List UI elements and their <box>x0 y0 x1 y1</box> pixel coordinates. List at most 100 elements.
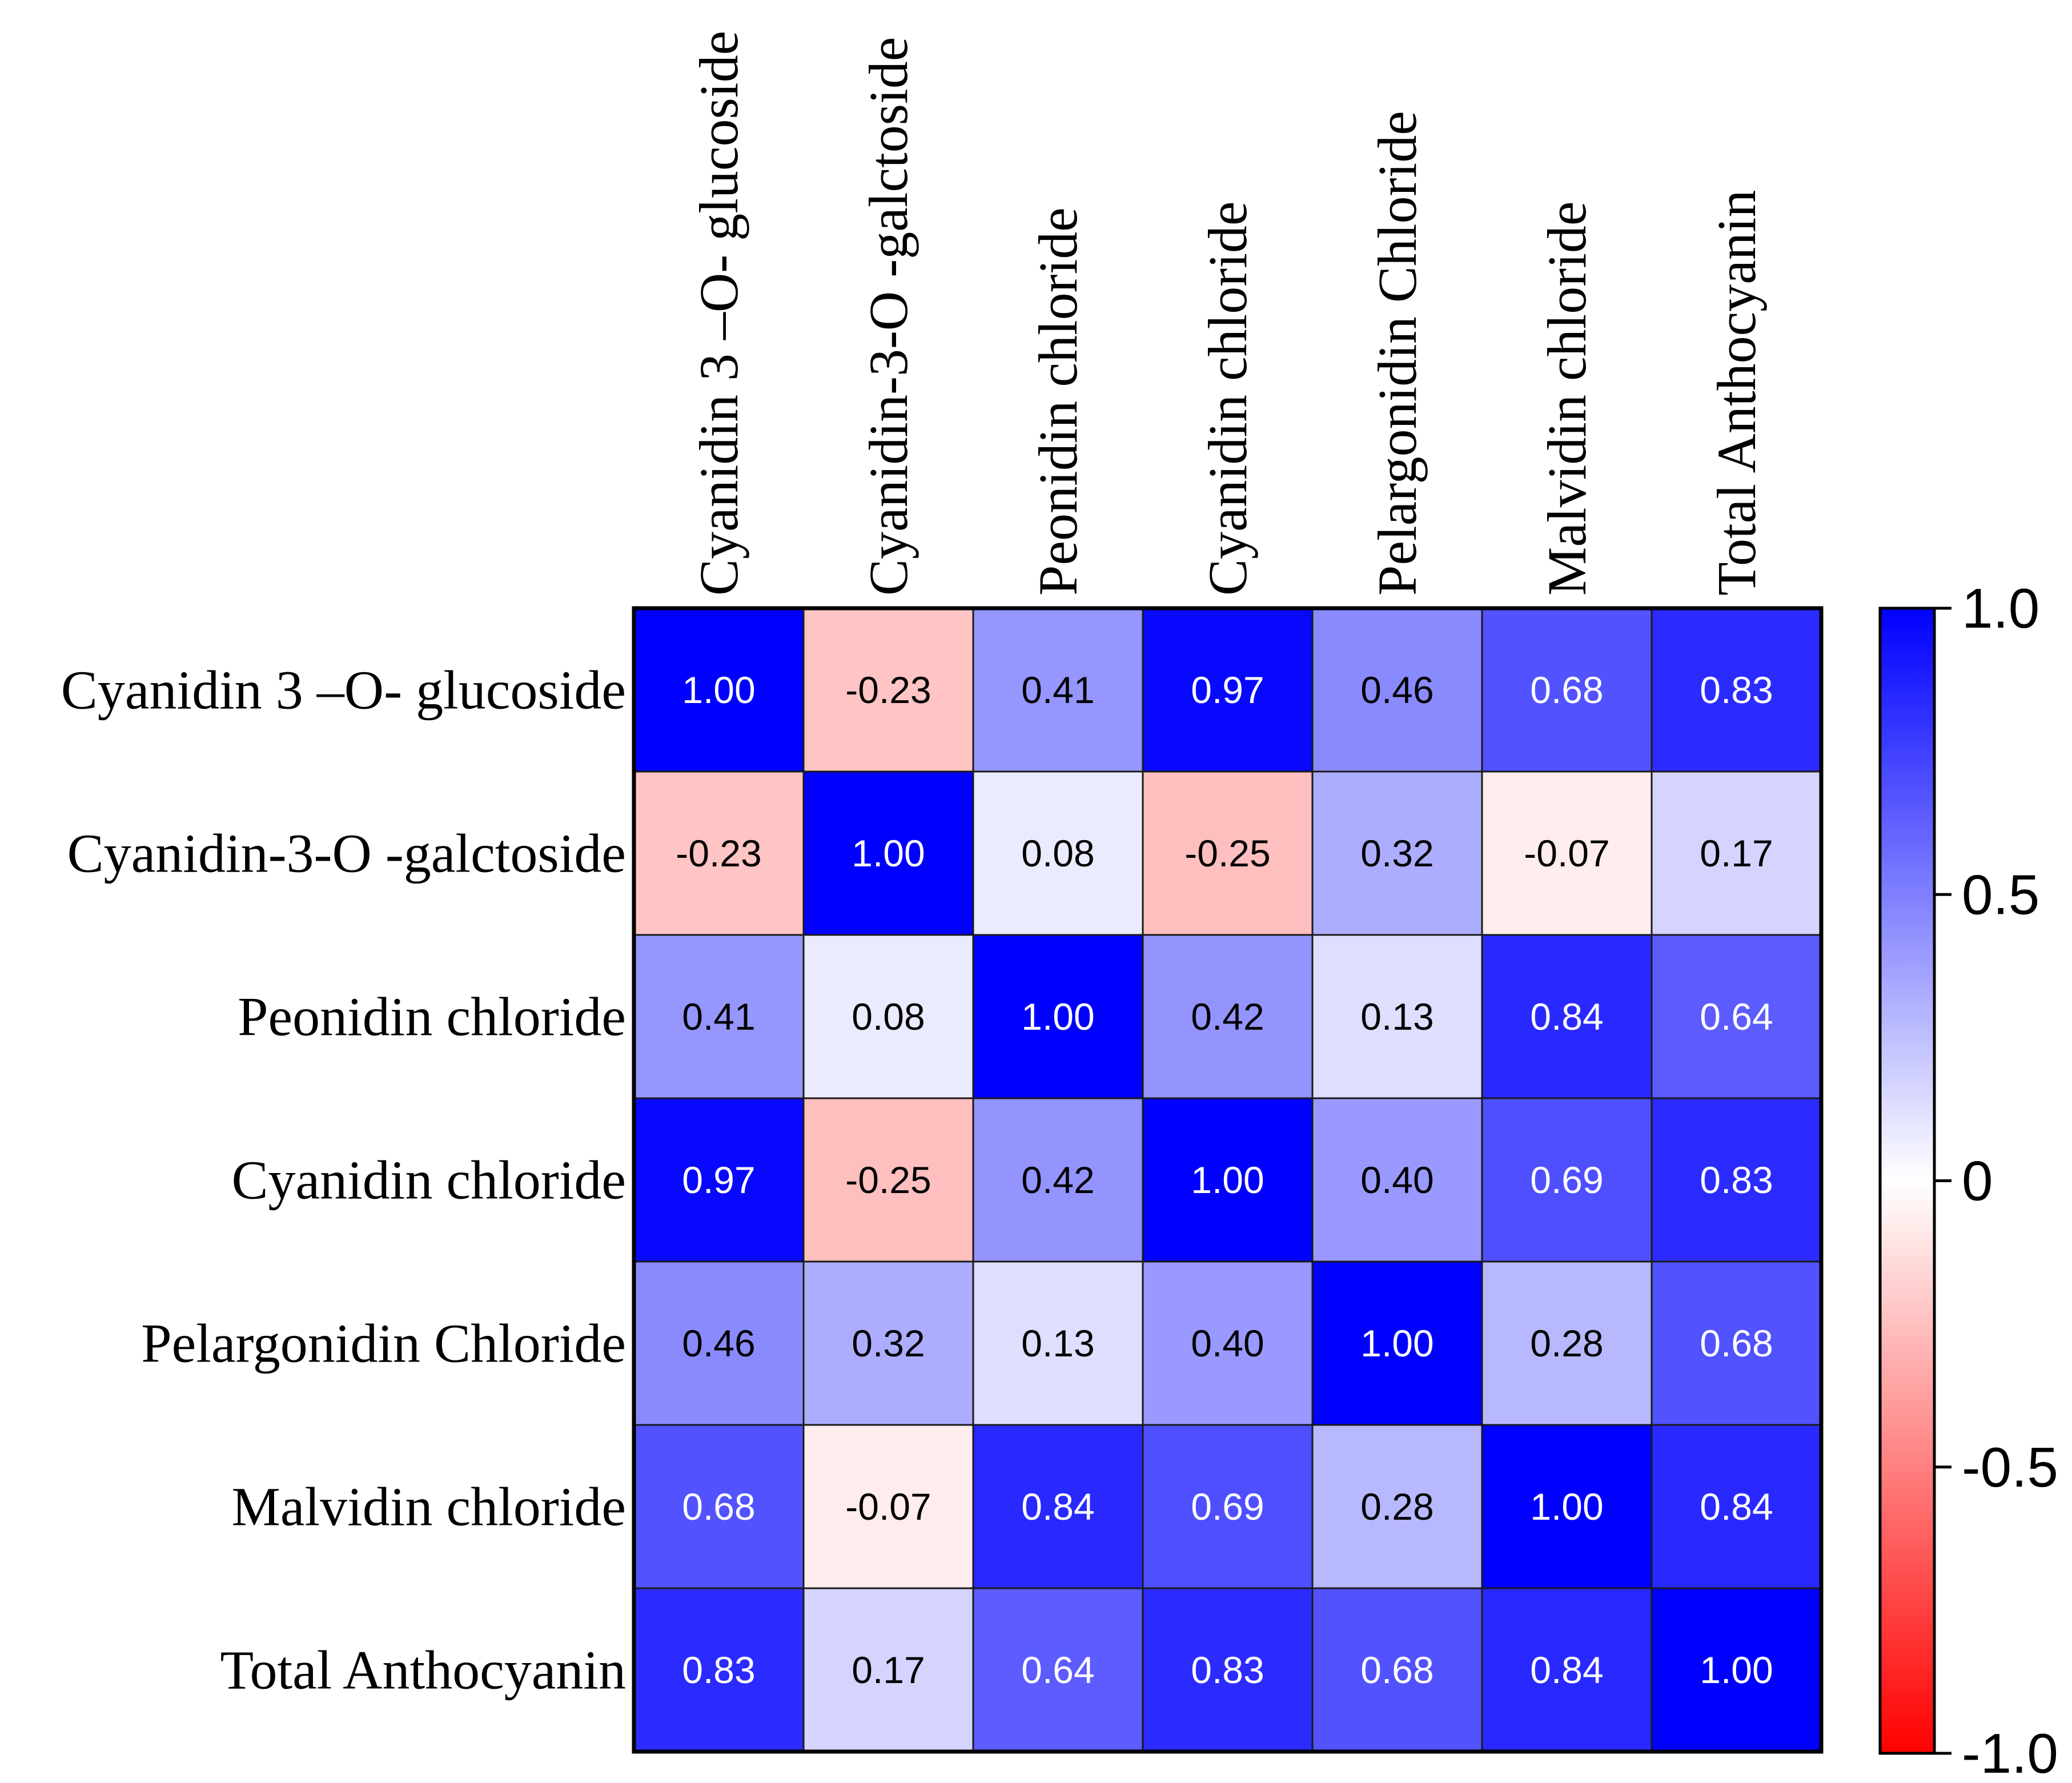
heatmap-cell-r6-c2 <box>802 1424 974 1589</box>
cell-value-r4-c4: 1.00 <box>1191 1159 1264 1201</box>
cell-value-r7-c2: 0.17 <box>852 1649 925 1691</box>
cell-value-r7-c4: 0.83 <box>1191 1649 1264 1691</box>
heatmap-cell-r3-c3 <box>972 934 1144 1099</box>
heatmap-cell-r4-c1 <box>633 1097 805 1263</box>
cell-value-r2-c6: -0.07 <box>1524 832 1609 874</box>
row-label-peonidin-chloride: Peonidin chloride <box>238 986 626 1047</box>
heatmap-cell-r2-c6 <box>1481 770 1653 936</box>
cell-value-r5-c4: 0.40 <box>1191 1322 1264 1364</box>
cell-value-r5-c3: 0.13 <box>1021 1322 1094 1364</box>
column-label-cyanidin-3-o-galctoside: Cyanidin-3-O -galctoside <box>858 37 919 596</box>
row-label-cyanidin-3-o-glucoside: Cyanidin 3 –O- glucoside <box>61 660 626 721</box>
heatmap-cell-r6-c7 <box>1651 1424 1822 1589</box>
colorbar-tick-label-2: 0 <box>1962 1150 1993 1212</box>
column-labels: Cyanidin 3 –O- glucoside Cyanidin-3-O -ga… <box>688 31 1767 596</box>
column-label-peonidin-chloride: Peonidin chloride <box>1027 207 1089 596</box>
cell-value-r6-c5: 0.28 <box>1360 1485 1433 1528</box>
row-label-total-anthocyanin: Total Anthocyanin <box>220 1640 626 1701</box>
heatmap-cell-r4-c6 <box>1481 1097 1653 1263</box>
colorbar-tick-label-0: 1.0 <box>1962 577 2039 640</box>
cell-value-r6-c1: 0.68 <box>682 1485 755 1528</box>
heatmap-cell-r7-c3 <box>972 1587 1144 1753</box>
cell-value-r4-c2: -0.25 <box>845 1159 931 1201</box>
column-label-cyanidin-chloride: Cyanidin chloride <box>1197 201 1258 596</box>
cell-value-r6-c4: 0.69 <box>1191 1485 1264 1528</box>
cell-value-r1-c1: 1.00 <box>682 669 755 711</box>
row-label-cyanidin-chloride: Cyanidin chloride <box>231 1150 626 1211</box>
cell-value-r3-c5: 0.13 <box>1360 995 1433 1038</box>
cell-value-r5-c7: 0.68 <box>1700 1322 1773 1364</box>
heatmap-cell-r6-c4 <box>1142 1424 1314 1589</box>
cell-value-r6-c7: 0.84 <box>1700 1485 1773 1528</box>
heatmap-cell-r7-c7 <box>1651 1587 1822 1753</box>
cell-value-r3-c3: 1.00 <box>1021 995 1094 1038</box>
cell-value-r1-c6: 0.68 <box>1530 669 1603 711</box>
cell-value-r3-c1: 0.41 <box>682 995 755 1038</box>
heatmap-cell-r5-c7 <box>1651 1260 1822 1426</box>
cell-value-r7-c3: 0.64 <box>1021 1649 1094 1691</box>
heatmap-cell-r3-c6 <box>1481 934 1653 1099</box>
cell-value-r1-c2: -0.23 <box>845 669 931 711</box>
heatmap-cell-r3-c5 <box>1311 934 1483 1099</box>
heatmap-cell-r2-c7 <box>1651 770 1822 936</box>
heatmap-cell-r7-c4 <box>1142 1587 1314 1753</box>
cell-value-r6-c3: 0.84 <box>1021 1485 1094 1528</box>
colorbar-tick-label-4: -1.0 <box>1962 1722 2058 1783</box>
heatmap-cell-r7-c5 <box>1311 1587 1483 1753</box>
column-label-pelargonidin-chloride: Pelargonidin Chloride <box>1367 111 1428 596</box>
heatmap-cell-r3-c7 <box>1651 934 1822 1099</box>
colorbar-gradient <box>1878 607 1936 1755</box>
cell-value-r4-c7: 0.83 <box>1700 1159 1773 1201</box>
cell-value-r1-c7: 0.83 <box>1700 669 1773 711</box>
heatmap-cell-r3-c4 <box>1142 934 1314 1099</box>
heatmap-cells <box>633 607 1822 1753</box>
heatmap-cell-r1-c2 <box>802 607 974 773</box>
cell-value-r4-c3: 0.42 <box>1021 1159 1094 1201</box>
column-label-malvidin-chloride: Malvidin chloride <box>1536 201 1597 596</box>
heatmap-cell-r1-c4 <box>1142 607 1314 773</box>
column-label-total-anthocyanin: Total Anthocyanin <box>1706 190 1767 596</box>
cell-value-r7-c5: 0.68 <box>1360 1649 1433 1691</box>
cell-value-labels: 1.00 -0.23 0.41 0.97 0.46 0.68 0.83 -0.23 1.00 0.… <box>676 669 1773 1691</box>
cell-value-r2-c2: 1.00 <box>852 832 925 874</box>
heatmap-cell-r2-c5 <box>1311 770 1483 936</box>
heatmap-cell-r1-c5 <box>1311 607 1483 773</box>
heatmap-cell-r6-c1 <box>633 1424 805 1589</box>
row-label-pelargonidin-chloride: Pelargonidin Chloride <box>141 1313 626 1374</box>
cell-value-r3-c2: 0.08 <box>852 995 925 1038</box>
heatmap-cell-r3-c2 <box>802 934 974 1099</box>
cell-value-r4-c6: 0.69 <box>1530 1159 1603 1201</box>
cell-value-r2-c5: 0.32 <box>1360 832 1433 874</box>
heatmap-cell-r3-c1 <box>633 934 805 1099</box>
cell-value-r4-c5: 0.40 <box>1360 1159 1433 1201</box>
heatmap-cell-r6-c3 <box>972 1424 1144 1589</box>
cell-value-r6-c6: 1.00 <box>1530 1485 1603 1528</box>
cell-value-r6-c2: -0.07 <box>845 1485 931 1528</box>
cell-value-r4-c1: 0.97 <box>682 1159 755 1201</box>
heatmap-cell-r6-c5 <box>1311 1424 1483 1589</box>
colorbar-ticks: 1.0 0.5 0 -0.5 -1.0 <box>1934 577 2058 1783</box>
column-label-cyanidin-3-o-glucoside: Cyanidin 3 –O- glucoside <box>688 31 749 596</box>
cell-value-r5-c1: 0.46 <box>682 1322 755 1364</box>
heatmap-cell-r4-c4 <box>1142 1097 1314 1263</box>
cell-value-r7-c7: 1.00 <box>1700 1649 1773 1691</box>
heatmap-cell-r1-c6 <box>1481 607 1653 773</box>
cell-value-r3-c7: 0.64 <box>1700 995 1773 1038</box>
colorbar-tick-label-1: 0.5 <box>1962 863 2039 926</box>
heatmap-frame <box>632 606 1824 1754</box>
cell-value-r7-c6: 0.84 <box>1530 1649 1603 1691</box>
cell-value-r3-c4: 0.42 <box>1191 995 1264 1038</box>
row-label-malvidin-chloride: Malvidin chloride <box>231 1476 626 1537</box>
heatmap-cell-r5-c3 <box>972 1260 1144 1426</box>
cell-value-r1-c5: 0.46 <box>1360 669 1433 711</box>
heatmap-cell-r7-c1 <box>633 1587 805 1753</box>
cell-value-r2-c4: -0.25 <box>1184 832 1270 874</box>
colorbar-tick-label-3: -0.5 <box>1962 1436 2058 1499</box>
row-labels: Cyanidin 3 –O- glucoside Cyanidin-3-O -ga… <box>61 660 626 1701</box>
heatmap-cell-r2-c3 <box>972 770 1144 936</box>
cell-value-r2-c1: -0.23 <box>676 832 761 874</box>
heatmap-cell-r5-c1 <box>633 1260 805 1426</box>
cell-value-r2-c3: 0.08 <box>1021 832 1094 874</box>
heatmap-cell-r4-c7 <box>1651 1097 1822 1263</box>
